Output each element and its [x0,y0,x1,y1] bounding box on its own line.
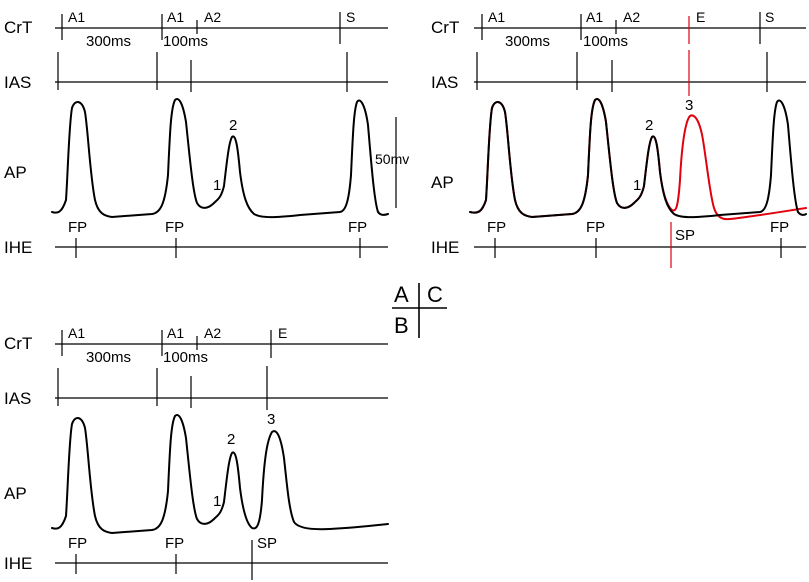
peak-label-3: 3 [267,411,275,428]
panel-b: CrT A1 A1 A2 E 300ms 100ms IAS AP 1 2 3 … [4,325,389,580]
row-label-crt: CrT [4,334,32,353]
fp-label: FP [586,219,605,236]
peak-label-2: 2 [227,431,235,448]
fp-label: FP [165,535,184,552]
stim-label-a1: A1 [68,325,85,341]
row-label-ias: IAS [4,73,31,92]
sp-label: SP [257,535,277,552]
row-label-ihe: IHE [431,238,459,257]
interval-100ms: 100ms [163,33,208,50]
fp-label: FP [770,219,789,236]
stim-label-a1: A1 [68,9,85,25]
scale-bar-label: 50mv [375,151,409,167]
row-label-ias: IAS [431,73,458,92]
peak-label-1: 1 [213,493,221,510]
row-label-ap: AP [4,484,27,503]
row-label-ias: IAS [4,389,31,408]
ap-trace-red [469,98,807,221]
panel-c: CrT A1 A1 A2 E S 300ms 100ms IAS AP 1 2 … [431,9,807,268]
legend-label-c: C [427,282,443,307]
stim-label-a2: A2 [623,9,640,25]
fp-label: FP [487,219,506,236]
fp-label: FP [348,219,367,236]
peak-label-1: 1 [633,177,641,194]
row-label-ap: AP [4,163,27,182]
panel-legend: A C B [392,282,447,338]
row-label-ihe: IHE [4,238,32,257]
sp-label: SP [675,227,695,244]
row-label-ihe: IHE [4,554,32,573]
fp-label: FP [68,535,87,552]
stim-label-a1: A1 [167,325,184,341]
fp-label: FP [165,219,184,236]
stim-label-a2: A2 [204,9,221,25]
legend-label-a: A [394,282,409,307]
peak-label-3: 3 [685,97,693,114]
panel-a: CrT A1 A1 A2 S 300ms 100ms IAS AP 50mv 1… [4,9,409,258]
peak-label-2: 2 [229,117,237,134]
stim-label-s: S [765,9,774,25]
stim-label-a2: A2 [204,325,221,341]
interval-300ms: 300ms [86,33,131,50]
row-label-crt: CrT [4,18,32,37]
peak-label-2: 2 [645,117,653,134]
interval-300ms: 300ms [86,349,131,366]
stim-label-a1: A1 [167,9,184,25]
stim-label-a1: A1 [586,9,603,25]
stim-label-s: S [346,9,355,25]
row-label-ap: AP [431,173,454,192]
stim-label-a1: A1 [488,9,505,25]
ap-trace [51,98,389,219]
interval-100ms: 100ms [583,33,628,50]
interval-100ms: 100ms [163,349,208,366]
fp-label: FP [68,219,87,236]
stim-label-e: E [278,325,287,341]
interval-300ms: 300ms [505,33,550,50]
peak-label-1: 1 [213,177,221,194]
legend-label-b: B [394,313,409,338]
row-label-crt: CrT [431,18,459,37]
ap-trace [469,98,807,219]
ap-trace [51,414,389,534]
stim-label-e: E [696,9,705,25]
